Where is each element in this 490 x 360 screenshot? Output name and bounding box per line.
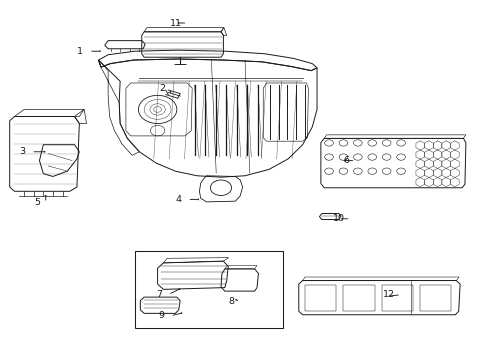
Text: 10: 10	[333, 214, 345, 223]
Text: 11: 11	[170, 18, 182, 27]
Text: 2: 2	[159, 84, 165, 93]
Bar	[305, 285, 336, 311]
Text: 1: 1	[77, 47, 83, 56]
Text: 5: 5	[34, 198, 40, 207]
Text: 12: 12	[383, 290, 395, 299]
Bar	[382, 285, 413, 311]
Bar	[135, 251, 283, 328]
Text: 3: 3	[20, 147, 25, 156]
Text: 9: 9	[159, 311, 165, 320]
Text: 8: 8	[228, 297, 234, 306]
Text: 7: 7	[156, 290, 162, 299]
Bar	[343, 285, 375, 311]
Bar	[420, 285, 451, 311]
Text: 4: 4	[175, 195, 182, 204]
Text: 6: 6	[343, 156, 350, 165]
